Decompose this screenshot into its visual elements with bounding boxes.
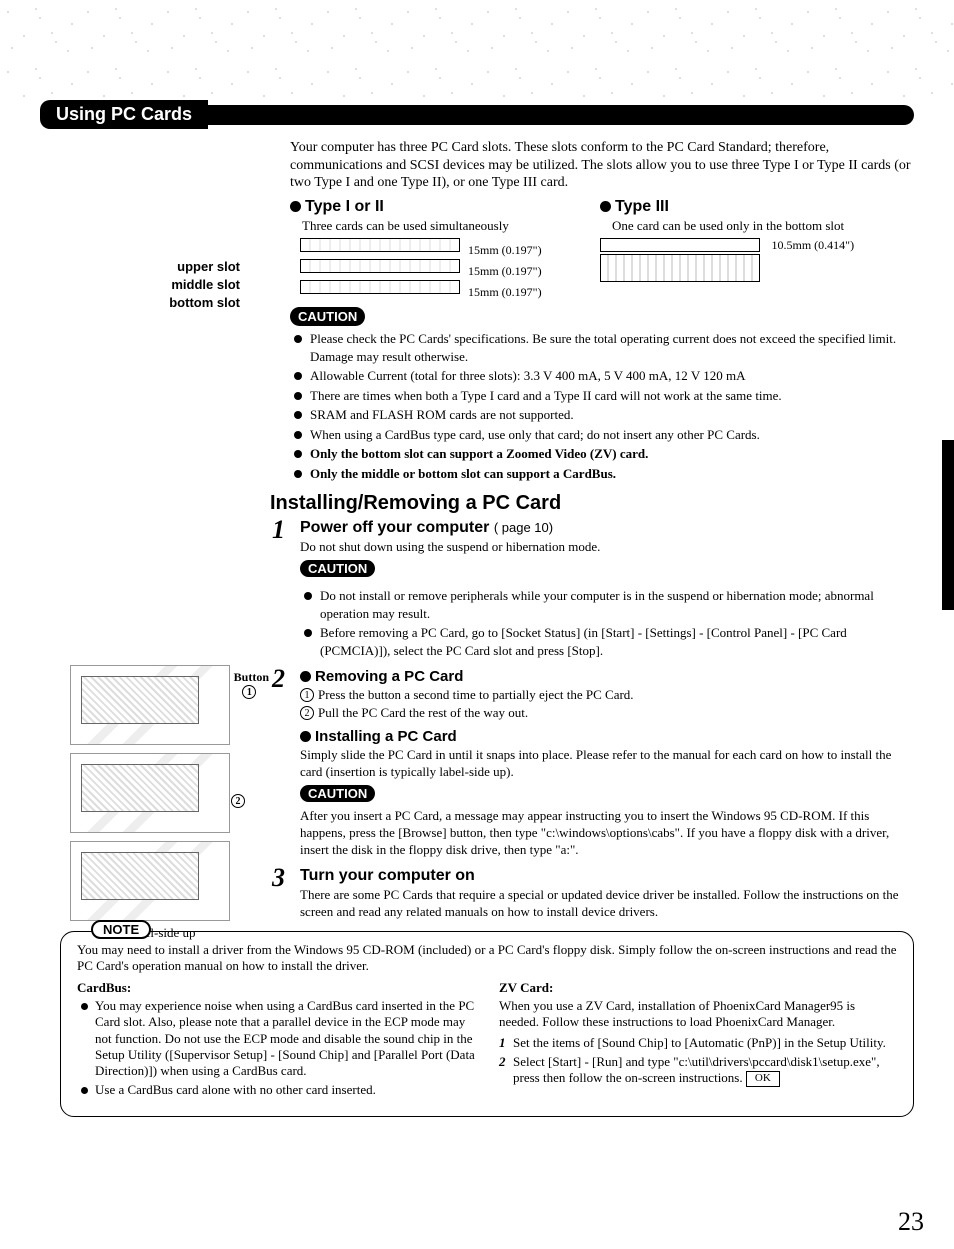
step-1: 1 Power off your computer ( page 10) Do … <box>300 519 914 659</box>
illustration-2: 2 <box>70 753 230 833</box>
install-caution: After you insert a PC Card, a message ma… <box>300 808 914 859</box>
zv-intro: When you use a ZV Card, installation of … <box>499 998 897 1031</box>
note-intro: You may need to install a driver from th… <box>77 942 897 975</box>
note-frame: NOTE You may need to install a driver fr… <box>60 931 914 1117</box>
type-a-sub: Three cards can be used simultaneously <box>302 218 600 234</box>
ok-key: OK <box>746 1071 780 1087</box>
step-3-title: Turn your computer on <box>300 867 914 885</box>
caution-item: Do not install or remove peripherals whi… <box>304 587 914 622</box>
caution-item: When using a CardBus type card, use only… <box>294 426 914 444</box>
type-a-diagram: 15mm (0.197") 15mm (0.197") 15mm (0.197"… <box>300 238 600 301</box>
page-number: 23 <box>898 1207 924 1237</box>
step-3-number: 3 <box>272 863 285 893</box>
cardbus-item: Use a CardBus card alone with no other c… <box>81 1082 475 1098</box>
step-2-number: 2 <box>272 664 285 694</box>
install-body: Simply slide the PC Card in until it sna… <box>300 747 914 781</box>
zv-step-2: 2Select [Start] - [Run] and type "c:\uti… <box>499 1054 897 1087</box>
page-edge-tab <box>942 440 954 610</box>
caution-badge: CAUTION <box>290 307 365 327</box>
step-3-body: There are some PC Cards that require a s… <box>300 887 914 921</box>
illustration-1: Button1 <box>70 665 230 745</box>
type-b-dimension: 10.5mm (0.414") <box>772 238 855 253</box>
subsection-title: Installing/Removing a PC Card <box>270 492 914 515</box>
type-b-header: Type III <box>600 198 914 216</box>
caution-item: Please check the PC Cards' specification… <box>294 330 914 365</box>
installing-header: Installing a PC Card <box>300 728 914 745</box>
illustration-column: Button1 2 Label-side up <box>70 665 250 949</box>
step-2: 2 Removing a PC Card 1Press the button a… <box>300 668 914 859</box>
section-title: Using PC Cards <box>40 100 208 129</box>
caution-item: SRAM and FLASH ROM cards are not support… <box>294 406 914 424</box>
step-3: 3 Turn your computer on There are some P… <box>300 867 914 921</box>
remove-step-b: 2Pull the PC Card the rest of the way ou… <box>300 705 914 722</box>
zv-step-1: 1Set the items of [Sound Chip] to [Autom… <box>499 1035 897 1051</box>
caution-item: Allowable Current (total for three slots… <box>294 367 914 385</box>
step-1-number: 1 <box>272 515 285 545</box>
illustration-3 <box>70 841 230 921</box>
cardbus-title: CardBus: <box>77 980 475 996</box>
note-zv-col: ZV Card: When you use a ZV Card, install… <box>499 980 897 1102</box>
type-b-sub: One card can be used only in the bottom … <box>612 218 914 234</box>
caution-item: There are times when both a Type I card … <box>294 387 914 405</box>
slot-labels: upper slot middle slot bottom slot <box>110 258 240 312</box>
note-cardbus-col: CardBus: You may experience noise when u… <box>77 980 475 1102</box>
section-title-bar: Using PC Cards <box>40 100 914 129</box>
type-a-header: Type I or II <box>290 198 600 216</box>
caution-box-main: CAUTION Please check the PC Cards' speci… <box>290 307 914 483</box>
step-1-title: Power off your computer ( page 10) <box>300 519 914 537</box>
cardbus-item: You may experience noise when using a Ca… <box>81 998 475 1079</box>
note-badge: NOTE <box>91 920 151 939</box>
caution-item: Before removing a PC Card, go to [Socket… <box>304 624 914 659</box>
type-b-diagram <box>600 238 760 284</box>
removing-header: Removing a PC Card <box>300 668 914 685</box>
section-title-rule <box>208 105 914 125</box>
caution-badge-step2: CAUTION <box>300 785 375 802</box>
step-1-body: Do not shut down using the suspend or hi… <box>300 539 914 556</box>
caution-item: Only the middle or bottom slot can suppo… <box>294 465 914 483</box>
scan-noise-top <box>0 0 954 100</box>
zv-title: ZV Card: <box>499 980 897 996</box>
intro-text: Your computer has three PC Card slots. T… <box>290 139 914 192</box>
caution-badge-step1: CAUTION <box>300 560 375 577</box>
remove-step-a: 1Press the button a second time to parti… <box>300 687 914 704</box>
caution-item: Only the bottom slot can support a Zoome… <box>294 445 914 463</box>
